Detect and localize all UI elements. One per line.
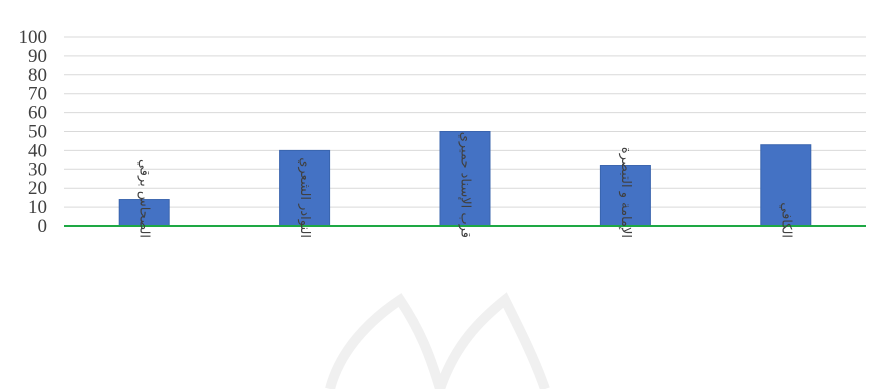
y-tick-label: 100 [19,27,48,48]
bar [118,199,170,227]
y-tick-label: 0 [38,216,48,237]
y-tick-label: 30 [28,159,47,180]
x-tick-label: الصحاس برقي [137,159,152,238]
watermark-logo [325,292,550,389]
x-tick-label: الكافي [778,202,793,238]
bar [760,144,812,227]
x-tick-label: الإمامة و التبصرة [618,147,633,238]
y-tick-label: 80 [28,65,47,86]
y-tick-label: 50 [28,122,47,143]
y-tick-label: 70 [28,84,47,105]
x-tick-label: النوادر الشعري [297,157,312,238]
bar [599,165,651,227]
y-tick-label: 10 [28,197,47,218]
y-tick-label: 20 [28,178,47,199]
x-axis-tick-labels: الصحاس برقي النوادر الشعري قرب الإسناد حمي… [137,132,794,238]
bar [279,149,331,227]
y-tick-label: 40 [28,140,47,161]
x-tick-label: قرب الإسناد حميري [458,132,473,238]
y-tick-label: 90 [28,46,47,67]
y-tick-label: 60 [28,103,47,124]
